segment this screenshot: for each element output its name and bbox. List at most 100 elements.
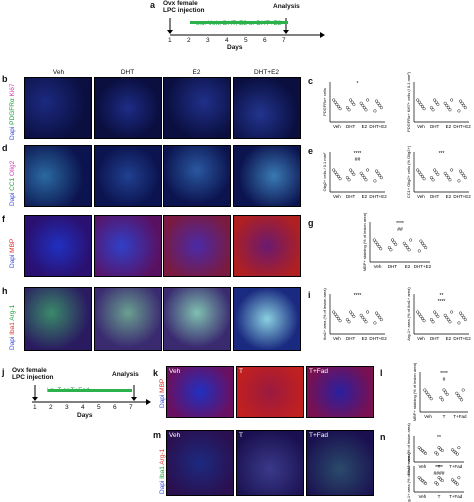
tick-label-e1: Veh	[333, 194, 341, 199]
data-point-i1	[373, 321, 377, 325]
data-point-e1	[376, 171, 380, 175]
data-point-i1	[361, 315, 365, 320]
data-point-i1	[379, 318, 383, 322]
image-b-dht	[94, 77, 162, 139]
sig-label-g: ##	[397, 227, 403, 233]
data-point-n1	[422, 450, 426, 454]
tick-label-n2: Veh	[418, 494, 426, 499]
data-point-i2	[462, 315, 466, 320]
data-point-n1	[439, 447, 443, 451]
image-b-dht-e2	[233, 77, 301, 139]
sig-label-i2: **	[440, 293, 444, 299]
data-point-e2	[420, 174, 425, 179]
data-point-l	[429, 397, 433, 401]
data-point-c1	[376, 101, 380, 105]
data-point-i2	[422, 319, 426, 323]
data-point-l	[440, 398, 444, 402]
sig-label-e1: ##	[355, 157, 361, 163]
data-point-c1	[345, 106, 349, 110]
data-point-c2	[429, 106, 433, 110]
timeline-j-axis	[32, 385, 151, 405]
tick-label-e2: Veh	[417, 194, 425, 199]
tick-label-e1: E2	[362, 194, 368, 199]
image-b-veh	[24, 77, 92, 139]
data-point-e1	[350, 170, 354, 174]
tick-label-i1: Veh	[333, 336, 341, 341]
sig-label-i2: ****	[438, 299, 446, 305]
data-point-i1	[378, 315, 382, 320]
panel-letter-a: a	[150, 0, 156, 10]
data-point-i1	[335, 314, 339, 318]
data-point-c2	[431, 108, 435, 112]
data-point-e1	[374, 169, 379, 173]
data-point-n1	[455, 452, 459, 456]
data-point-e1	[332, 168, 336, 172]
col-header-e2: E2	[192, 69, 201, 76]
data-point-i1	[336, 316, 341, 321]
data-point-c2	[419, 102, 423, 106]
data-point-g	[387, 246, 391, 250]
tick-label-n1: Veh	[418, 464, 426, 469]
image-m-t-fad: T+Fad	[306, 430, 374, 496]
data-point-c2	[448, 108, 452, 112]
data-point-l	[423, 388, 427, 392]
data-point-g	[379, 247, 383, 251]
tick-label-n2: T	[438, 494, 441, 499]
panel-letter-m: m	[153, 430, 162, 440]
data-point-i2	[417, 312, 421, 316]
data-point-c1	[359, 101, 363, 105]
data-point-n1	[450, 448, 455, 452]
data-point-e2	[448, 178, 452, 182]
data-point-i1	[349, 310, 353, 314]
data-point-l	[461, 388, 465, 392]
panel-letter-e: e	[308, 146, 314, 156]
data-point-i2	[445, 315, 449, 320]
data-point-c1	[379, 106, 383, 110]
data-point-n1	[437, 446, 441, 450]
data-point-g	[404, 243, 408, 248]
tick-label-g: E2	[405, 264, 411, 269]
data-point-i1	[332, 310, 336, 314]
tick-label-e2: E2	[446, 194, 452, 199]
data-point-e1	[347, 178, 351, 182]
tick-label-i2: DHT+E2	[453, 336, 471, 341]
data-point-e2	[416, 168, 420, 172]
timeline-a-days-label: Days	[227, 44, 243, 51]
data-point-i1	[333, 312, 337, 316]
data-point-l	[445, 392, 449, 396]
data-point-g	[409, 238, 413, 242]
data-point-g	[407, 248, 411, 252]
data-point-l	[458, 396, 462, 400]
panel-letter-n: n	[380, 432, 386, 442]
data-point-n1	[417, 446, 421, 450]
y-label-l: MBP+ staining (% of lesion area)	[412, 362, 417, 421]
image-d-dht	[94, 145, 162, 207]
tick-label-i1: DHT	[346, 336, 355, 341]
data-point-e2	[431, 178, 435, 182]
image-f-dht-e2	[233, 215, 301, 277]
tick-label-c1: DHT	[346, 124, 355, 129]
data-point-i1	[366, 310, 370, 314]
data-point-n1	[435, 452, 439, 456]
data-point-c2	[457, 109, 461, 113]
y-label-e1: Olig2+ cells / 0.1 mm²	[322, 152, 327, 191]
tick-label-l: T+Fad	[453, 414, 467, 419]
timeline-a-axis	[167, 18, 325, 38]
day-6: 6	[263, 37, 267, 44]
image-h-e2	[163, 287, 231, 351]
data-point-n2	[423, 481, 428, 485]
data-point-g	[375, 242, 380, 246]
day-4: 4	[225, 37, 229, 44]
tick-label-e1: DHT	[346, 194, 355, 199]
image-d-e2	[163, 145, 231, 207]
data-point-e1	[373, 179, 377, 183]
data-point-c2	[434, 100, 438, 104]
tick-label-g: Veh	[374, 264, 382, 269]
data-point-c2	[433, 98, 437, 102]
data-point-e2	[436, 172, 440, 176]
data-point-c2	[416, 98, 420, 102]
panel-letter-i: i	[308, 290, 311, 300]
data-point-e1	[333, 170, 337, 174]
image-f-e2	[163, 215, 231, 277]
sig-label-e1: ****	[354, 151, 362, 157]
